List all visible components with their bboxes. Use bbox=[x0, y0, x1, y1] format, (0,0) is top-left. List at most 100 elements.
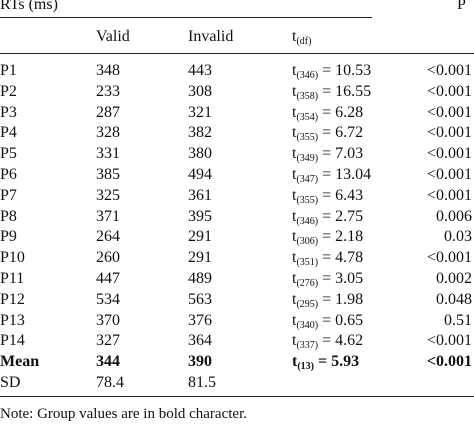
t-header-symbol: t bbox=[292, 28, 297, 45]
degrees-of-freedom: (295) bbox=[296, 298, 319, 310]
invalid-value: 81.5 bbox=[188, 374, 216, 391]
t-symbol: t bbox=[292, 62, 297, 79]
invalid-value: 494 bbox=[188, 166, 212, 183]
row-label: P13 bbox=[0, 311, 25, 329]
invalid-value: 382 bbox=[188, 124, 212, 142]
t-symbol: t bbox=[292, 353, 298, 371]
t-symbol: t bbox=[292, 124, 297, 142]
invalid-value: 291 bbox=[188, 228, 212, 246]
t-symbol: t bbox=[292, 270, 297, 287]
t-symbol: t bbox=[292, 290, 297, 308]
p-value: 0.002 bbox=[436, 270, 472, 287]
table-row: P11 447 489 t(276) = 3.05 0.002 bbox=[0, 270, 474, 290]
t-symbol: t bbox=[292, 103, 297, 121]
p-value: <0.001 bbox=[426, 62, 472, 79]
degrees-of-freedom: (355) bbox=[296, 132, 319, 144]
p-value: <0.001 bbox=[426, 145, 472, 163]
invalid-value: 361 bbox=[188, 186, 212, 204]
t-symbol: t bbox=[292, 186, 297, 204]
t-statistic: t(347) = 13.04 bbox=[292, 166, 371, 185]
t-statistic: t(295) = 1.98 bbox=[292, 291, 363, 310]
valid-value: 348 bbox=[96, 62, 120, 79]
t-value: = 2.18 bbox=[318, 228, 364, 246]
p-value: <0.001 bbox=[426, 249, 472, 267]
p-value: 0.51 bbox=[444, 311, 472, 329]
valid-value: 344 bbox=[96, 353, 120, 371]
invalid-value: 443 bbox=[188, 62, 212, 79]
row-label: P7 bbox=[0, 186, 17, 204]
valid-column-header: Valid bbox=[96, 28, 130, 45]
valid-value: 371 bbox=[96, 207, 120, 225]
degrees-of-freedom: (351) bbox=[296, 257, 319, 269]
degrees-of-freedom: (349) bbox=[296, 153, 319, 165]
invalid-value: 489 bbox=[188, 270, 212, 287]
table-row: P13 370 376 t(340) = 0.65 0.51 bbox=[0, 312, 474, 332]
t-statistic: t(306) = 2.18 bbox=[292, 228, 363, 247]
row-label: P10 bbox=[0, 249, 25, 267]
valid-value: 327 bbox=[96, 332, 120, 350]
t-value: = 7.03 bbox=[318, 145, 364, 163]
table-row: P12 534 563 t(295) = 1.98 0.048 bbox=[0, 291, 474, 311]
t-value: = 1.98 bbox=[318, 290, 364, 308]
row-label: Mean bbox=[0, 353, 40, 371]
degrees-of-freedom: (306) bbox=[296, 236, 319, 248]
invalid-value: 563 bbox=[188, 290, 212, 308]
degrees-of-freedom: (276) bbox=[296, 278, 319, 289]
t-symbol: t bbox=[292, 145, 297, 163]
degrees-of-freedom: (340) bbox=[296, 319, 319, 331]
invalid-value: 308 bbox=[188, 82, 212, 100]
valid-value: 447 bbox=[96, 270, 120, 287]
valid-value: 287 bbox=[96, 103, 120, 121]
row-label: P2 bbox=[0, 82, 17, 100]
p-value: 0.006 bbox=[436, 207, 472, 225]
row-label: P5 bbox=[0, 145, 17, 163]
t-value: = 6.43 bbox=[318, 186, 364, 204]
valid-value: 370 bbox=[96, 311, 120, 329]
table-row: P4 328 382 t(355) = 6.72 <0.001 bbox=[0, 124, 474, 144]
p-value: <0.001 bbox=[426, 166, 472, 183]
p-value: <0.001 bbox=[426, 186, 472, 204]
valid-value: 264 bbox=[96, 228, 120, 246]
row-label: P1 bbox=[0, 62, 17, 79]
table-row: P2 233 308 t(358) = 16.55 <0.001 bbox=[0, 83, 474, 103]
degrees-of-freedom: (337) bbox=[296, 340, 319, 352]
t-symbol: t bbox=[292, 166, 297, 183]
sd-row: SD 78.4 81.5 bbox=[0, 374, 474, 394]
p-value: <0.001 bbox=[426, 353, 472, 371]
table-row: P14 327 364 t(337) = 4.62 <0.001 bbox=[0, 332, 474, 352]
degrees-of-freedom: (347) bbox=[296, 174, 319, 185]
t-value: = 10.53 bbox=[318, 62, 372, 79]
invalid-value: 376 bbox=[188, 311, 212, 329]
degrees-of-freedom: (358) bbox=[296, 90, 319, 102]
t-statistic: t(346) = 10.53 bbox=[292, 62, 371, 81]
row-label: P6 bbox=[0, 166, 17, 183]
invalid-value: 321 bbox=[188, 103, 212, 121]
row-label: P4 bbox=[0, 124, 17, 142]
row-label: P12 bbox=[0, 290, 25, 308]
degrees-of-freedom: (354) bbox=[296, 111, 319, 123]
p-value: <0.001 bbox=[426, 124, 472, 142]
t-symbol: t bbox=[292, 207, 297, 225]
table-note: Note: Group values are in bold character… bbox=[0, 406, 247, 422]
t-value: = 4.62 bbox=[318, 332, 364, 350]
valid-value: 233 bbox=[96, 82, 120, 100]
valid-value: 78.4 bbox=[96, 374, 124, 391]
row-label: P9 bbox=[0, 228, 17, 246]
degrees-of-freedom: (355) bbox=[296, 194, 319, 206]
table-row: P1 348 443 t(346) = 10.53 <0.001 bbox=[0, 62, 474, 82]
t-value: = 13.04 bbox=[318, 166, 372, 183]
p-value: <0.001 bbox=[426, 82, 472, 100]
invalid-value: 390 bbox=[188, 353, 212, 371]
t-statistic: t(358) = 16.55 bbox=[292, 83, 371, 102]
t-statistic: t(337) = 4.62 bbox=[292, 332, 363, 351]
t-value: = 6.72 bbox=[318, 124, 364, 142]
invalid-value: 395 bbox=[188, 207, 212, 225]
t-symbol: t bbox=[292, 249, 297, 267]
t-value: = 2.75 bbox=[318, 207, 364, 225]
bottom-rule bbox=[0, 396, 474, 397]
table-row: P3 287 321 t(354) = 6.28 <0.001 bbox=[0, 104, 474, 124]
table-row: P10 260 291 t(351) = 4.78 <0.001 bbox=[0, 249, 474, 269]
t-symbol: t bbox=[292, 332, 297, 350]
t-value: = 4.78 bbox=[318, 249, 364, 267]
t-statistic: t(355) = 6.43 bbox=[292, 187, 363, 206]
